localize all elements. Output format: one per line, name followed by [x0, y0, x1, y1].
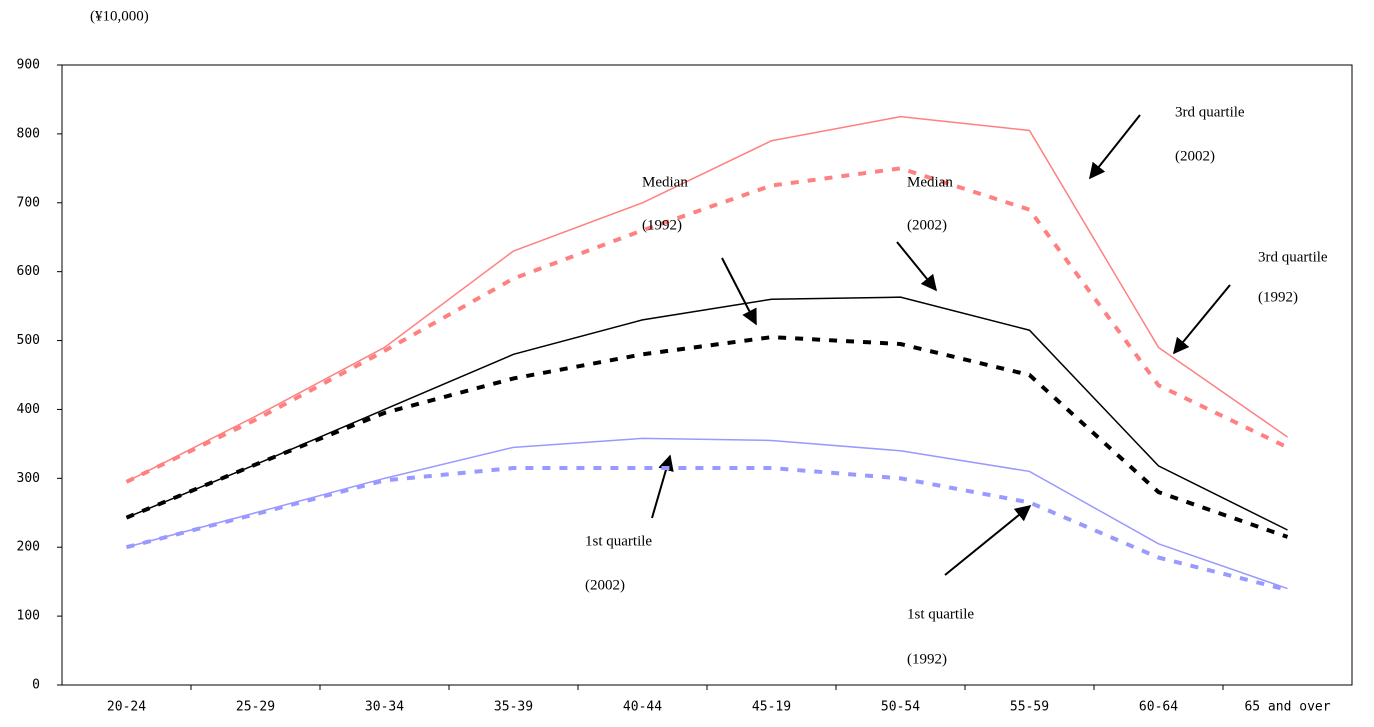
y-tick-label: 900: [17, 58, 40, 73]
y-tick-label: 600: [17, 264, 40, 279]
annotation: (1992): [642, 217, 682, 233]
annotation: (2002): [1175, 148, 1215, 164]
annotation: (1992): [1258, 289, 1298, 305]
x-tick-label: 60-64: [1139, 700, 1178, 715]
y-tick-label: 0: [32, 678, 40, 693]
y-tick-label: 700: [17, 195, 40, 210]
plot-frame: [61, 64, 1353, 686]
x-tick-label: 35-39: [494, 700, 533, 715]
annotation: Median: [642, 174, 688, 190]
x-tick-label: 20-24: [107, 700, 146, 715]
y-tick-label: 500: [17, 333, 40, 348]
series-line: [126, 296, 1288, 531]
arrows: [651, 114, 1231, 576]
annotation: (1992): [907, 651, 947, 667]
series-line: [126, 437, 1288, 590]
arrow: [944, 504, 1032, 576]
y-tick-label: 200: [17, 540, 40, 555]
x-tick-label: 30-34: [365, 700, 404, 715]
x-tick-label: 45-19: [752, 700, 791, 715]
annotation: Median: [907, 174, 953, 190]
x-tick-label: 55-59: [1010, 700, 1049, 715]
x-tick-label: 65 and over: [1244, 700, 1330, 715]
annotation: (2002): [585, 577, 625, 593]
series-line: [125, 335, 1289, 539]
arrow: [896, 241, 938, 292]
y-tick-label: 400: [17, 402, 40, 417]
series-line: [126, 466, 1288, 592]
x-tick-label: 40-44: [623, 700, 662, 715]
series-line: [126, 115, 1288, 483]
arrow: [1172, 284, 1231, 355]
unit-label: (¥10,000): [90, 8, 149, 24]
annotation: 3rd quartile: [1258, 249, 1328, 265]
annotation: (2002): [907, 217, 947, 233]
y-tick-label: 300: [17, 471, 40, 486]
y-tick-label: 100: [17, 609, 40, 624]
x-tick-label: 25-29: [236, 700, 275, 715]
arrow: [651, 454, 674, 519]
arrow: [1089, 114, 1141, 180]
series-line: [125, 166, 1289, 484]
annotation: 3rd quartile: [1175, 104, 1245, 120]
annotation: 1st quartile: [907, 606, 974, 622]
y-tick-label: 800: [17, 126, 40, 141]
arrow: [721, 257, 757, 326]
x-tick-label: 50-54: [881, 700, 920, 715]
annotation: 1st quartile: [585, 533, 652, 549]
